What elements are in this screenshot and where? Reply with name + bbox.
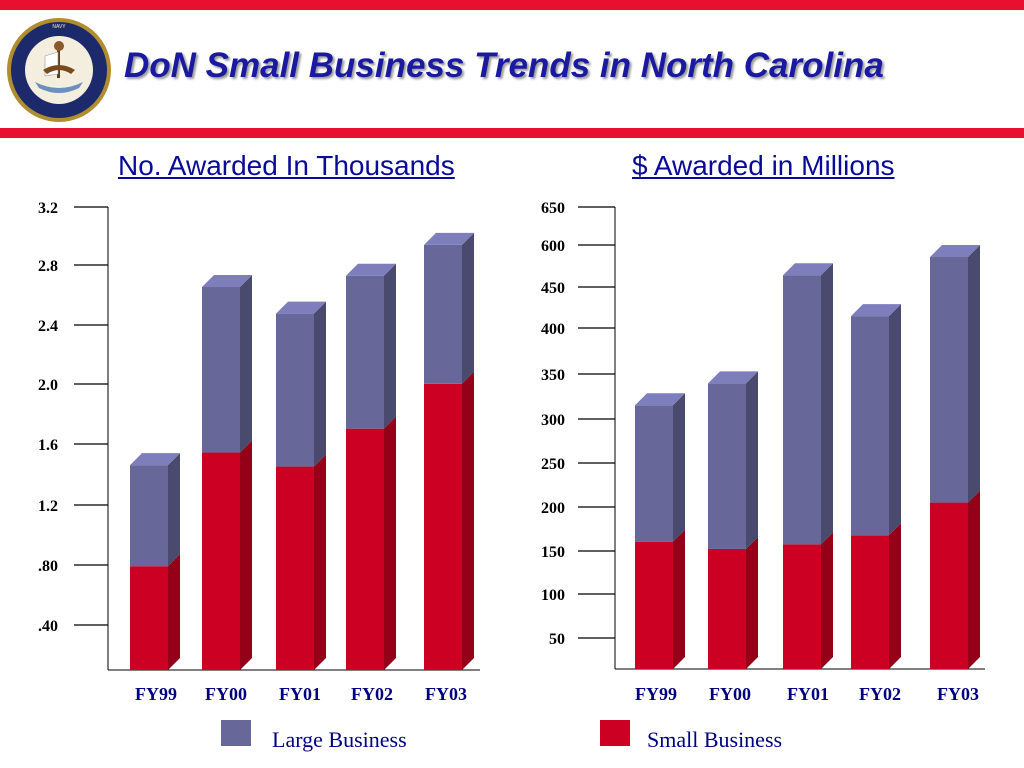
chart1-category-label: FY03 [937, 684, 979, 704]
chart1-tick-label: 650 [541, 200, 565, 217]
chart0-category-label: FY03 [425, 684, 467, 704]
chart1-tick-label: 50 [549, 631, 565, 648]
chart0-tick-label: 2.4 [38, 318, 58, 335]
bar-small-side-FY00 [240, 440, 252, 670]
bar-top-FY03 [424, 232, 474, 245]
bar-large-side-FY01 [314, 301, 326, 467]
bar-small-side-FY99 [168, 554, 180, 670]
bar-large-side-FY01 [821, 263, 833, 545]
bar-top-FY00 [202, 274, 252, 287]
bar-large-FY99 [130, 465, 168, 567]
legend-swatch-large [221, 720, 251, 746]
bar-top-FY01 [783, 263, 833, 276]
bar-top-FY02 [346, 263, 396, 276]
header-divider-bar [0, 128, 1024, 138]
chart-title-dollars-awarded: $ Awarded in Millions [632, 150, 895, 181]
chart1-tick-label: 350 [541, 367, 565, 384]
chart1-tick-label: 300 [541, 412, 565, 429]
legend-label-small: Small Business [647, 727, 783, 752]
chart1-tick-label: 400 [541, 321, 565, 338]
chart0-tick-label: 1.2 [38, 498, 58, 515]
bar-large-side-FY03 [462, 232, 474, 384]
chart1-category-label: FY01 [787, 684, 829, 704]
bar-large-side-FY99 [168, 453, 180, 567]
bar-small-FY02 [346, 428, 384, 670]
bar-large-FY00 [202, 286, 240, 453]
chart1-tick-label: 450 [541, 280, 565, 297]
bar-small-FY00 [708, 548, 746, 669]
bar-large-FY99 [635, 405, 673, 542]
bar-small-side-FY02 [889, 523, 901, 669]
bar-large-FY03 [424, 244, 462, 384]
svg-text:NAVY: NAVY [52, 24, 66, 30]
bar-small-side-FY02 [384, 416, 396, 670]
chart0-category-label: FY02 [351, 684, 393, 704]
chart0-tick-label: 1.6 [38, 437, 58, 454]
chart0-tick-label: 2.8 [38, 258, 58, 275]
bar-top-FY00 [708, 371, 758, 384]
bar-large-FY01 [783, 275, 821, 545]
bar-small-FY99 [130, 566, 168, 670]
bar-top-FY99 [130, 453, 180, 466]
bar-small-FY01 [783, 544, 821, 669]
chart1-tick-label: 150 [541, 544, 565, 561]
legend-swatch-small [600, 720, 630, 746]
chart0-tick-label: 3.2 [38, 200, 58, 217]
top-accent-bar [0, 0, 1024, 10]
bar-small-FY02 [851, 535, 889, 669]
bar-small-side-FY00 [746, 536, 758, 669]
chart1-category-label: FY99 [635, 684, 677, 704]
bar-top-FY01 [276, 301, 326, 314]
navy-seal-logo: NAVY [7, 18, 111, 122]
bar-large-FY02 [851, 316, 889, 536]
chart-title-number-awarded: No. Awarded In Thousands [118, 150, 455, 181]
bar-small-FY00 [202, 452, 240, 670]
chart0-category-label: FY01 [279, 684, 321, 704]
bar-large-side-FY02 [889, 304, 901, 536]
bar-small-FY99 [635, 541, 673, 669]
chart1-tick-label: 100 [541, 587, 565, 604]
chart1-tick-label: 600 [541, 238, 565, 255]
chart1-category-label: FY00 [709, 684, 751, 704]
bar-small-FY03 [930, 502, 968, 669]
bar-large-FY01 [276, 313, 314, 467]
legend-label-large: Large Business [272, 727, 407, 752]
bar-small-side-FY03 [462, 371, 474, 670]
bar-top-FY03 [930, 245, 980, 258]
chart0-tick-label: .40 [38, 618, 58, 635]
chart0-tick-label: 2.0 [38, 377, 58, 394]
bar-small-side-FY01 [314, 454, 326, 670]
bar-large-side-FY99 [673, 393, 685, 542]
bar-top-FY02 [851, 304, 901, 317]
chart1-tick-label: 250 [541, 456, 565, 473]
page-title: DoN Small Business Trends in North Carol… [124, 46, 884, 85]
bar-large-side-FY03 [968, 245, 980, 503]
chart0-category-label: FY99 [135, 684, 177, 704]
bar-small-side-FY03 [968, 490, 980, 669]
bar-large-side-FY00 [746, 371, 758, 549]
bar-small-side-FY99 [673, 529, 685, 669]
bar-large-FY00 [708, 383, 746, 549]
chart1-tick-label: 200 [541, 500, 565, 517]
chart1-category-label: FY02 [859, 684, 901, 704]
bar-small-FY01 [276, 466, 314, 670]
bar-large-FY03 [930, 257, 968, 503]
bar-small-FY03 [424, 383, 462, 670]
bar-large-side-FY00 [240, 274, 252, 453]
bar-small-side-FY01 [821, 532, 833, 669]
chart0-tick-label: .80 [38, 558, 58, 575]
bar-top-FY99 [635, 393, 685, 406]
chart0-category-label: FY00 [205, 684, 247, 704]
bar-large-FY02 [346, 275, 384, 429]
bar-large-side-FY02 [384, 263, 396, 429]
